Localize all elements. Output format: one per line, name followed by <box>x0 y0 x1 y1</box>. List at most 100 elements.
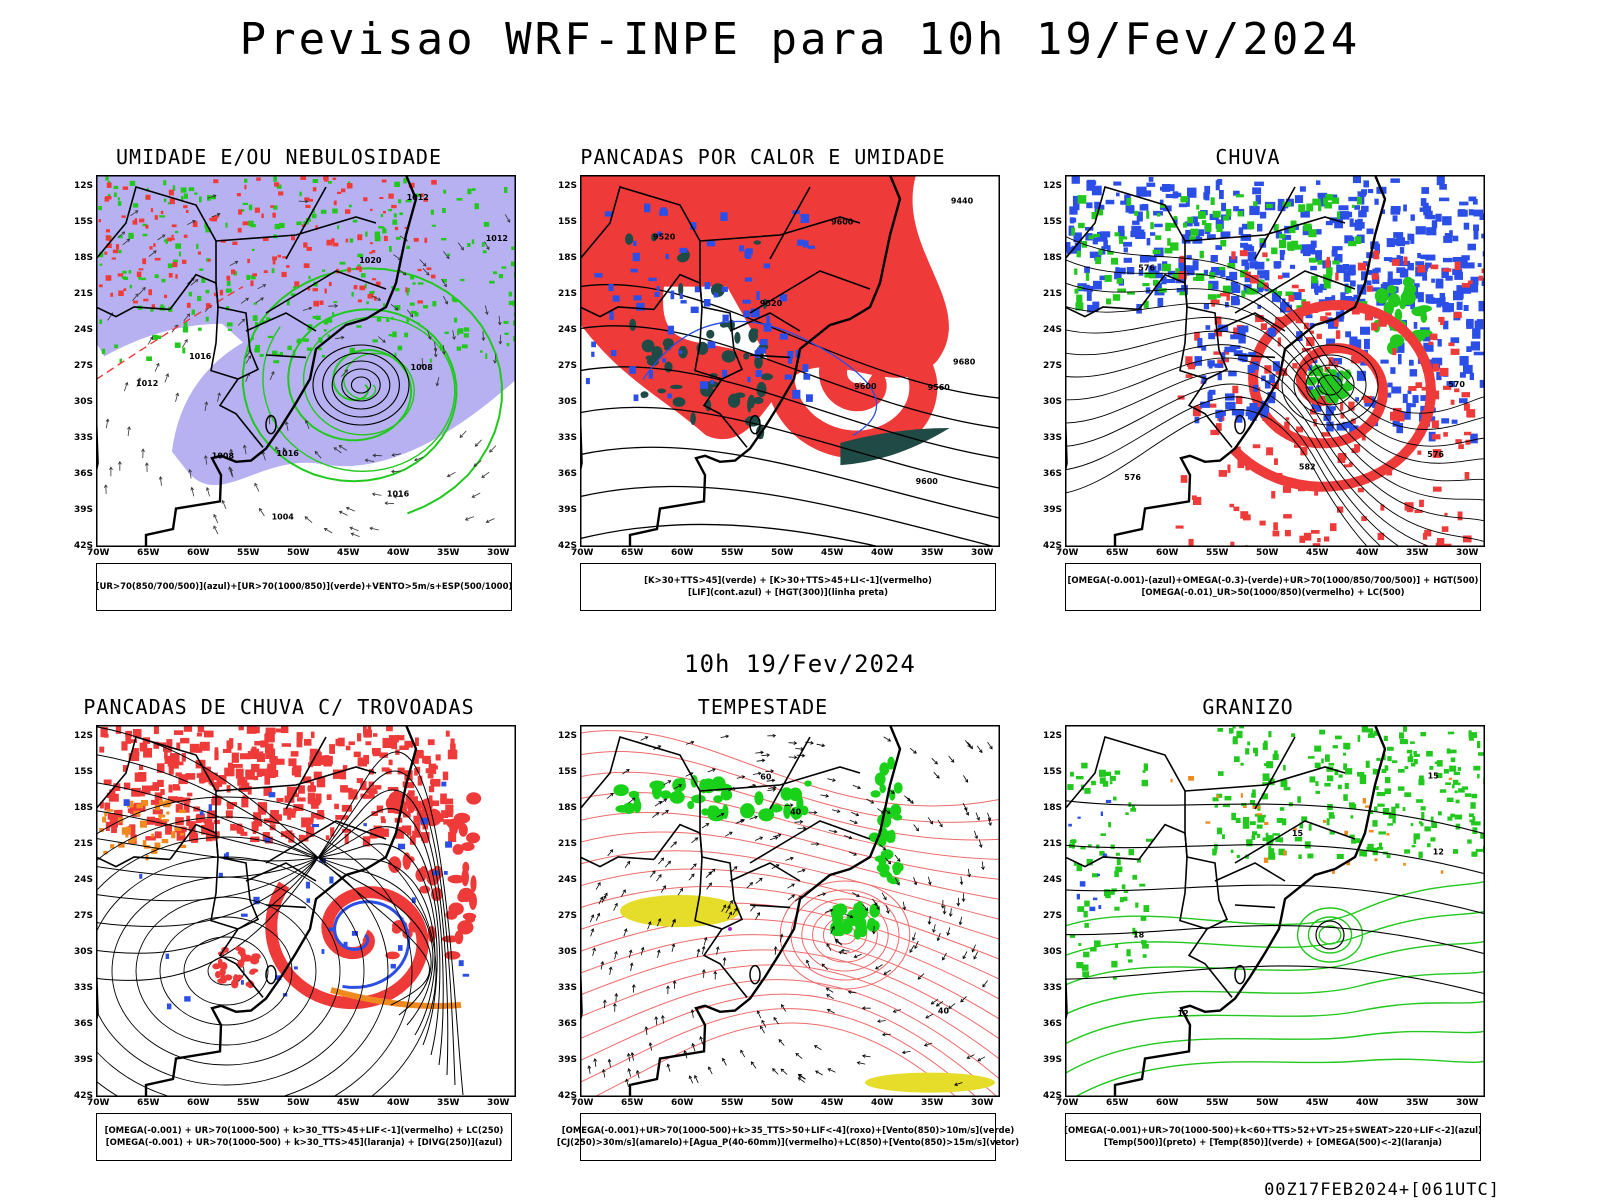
water-contour <box>822 916 868 954</box>
wind-vector <box>257 284 266 290</box>
lifted-index-contour <box>787 351 794 359</box>
rain-area <box>1464 472 1470 480</box>
rain-area <box>1448 342 1455 347</box>
map-tempestade[interactable]: 40 40 60 <box>580 725 1000 1097</box>
wind-vector <box>614 950 618 955</box>
temp850-contour <box>1078 943 1082 946</box>
lifted-index-contour <box>722 314 729 322</box>
panel-granizo: GRANIZO 12 15 12 18 15 [OMEGA(-0.001)+UR>70(… <box>1013 695 1485 1185</box>
thunderstorm-area <box>452 844 464 855</box>
thunderstorm-area <box>310 781 315 788</box>
wind-vector <box>597 882 601 886</box>
wind-vector <box>666 1063 671 1068</box>
wind-vector <box>664 860 671 868</box>
wind-vector <box>464 517 469 521</box>
panel-pancadas-calor: PANCADAS POR CALOR E UMIDADE 9680 9600 952… <box>528 145 1000 635</box>
wind-vector <box>132 293 139 302</box>
wind-vector <box>435 382 440 387</box>
lifted-index-contour <box>788 357 793 364</box>
thunderstorm-area <box>344 833 349 845</box>
panel-trovoadas: PANCADAS DE CHUVA C/ TROVOADAS [OMEGA(-0… <box>44 695 516 1185</box>
rain-area <box>1218 470 1227 477</box>
omega-area <box>1208 280 1219 290</box>
omega-area <box>1211 267 1219 272</box>
wind-vector <box>596 912 601 917</box>
omega-strong-area <box>1311 275 1318 284</box>
thunderstorm-area <box>142 785 151 795</box>
wind-vector <box>693 863 697 867</box>
humidity-contour <box>444 331 449 335</box>
wind-vector <box>186 313 191 318</box>
legend-line: [CJ(250)>30m/s](amarelo)+[Agua_P(40-60mm… <box>556 1138 1020 1148</box>
map-umidade[interactable]: 1012 1016 1020 1008 1004 1012 1016 1016 1008 1012 <box>96 175 516 547</box>
omega-area <box>1463 305 1469 311</box>
wind-vector <box>485 311 489 316</box>
thunderstorm-area <box>342 828 351 833</box>
omega-area <box>1474 320 1481 330</box>
omega-area <box>1469 372 1474 380</box>
humidity-contour <box>259 353 264 357</box>
thunderstorm-area <box>99 746 105 753</box>
wind-vector <box>912 932 916 941</box>
wind-vector <box>839 951 847 955</box>
contour-label: 1016 <box>277 449 300 458</box>
map-chuva[interactable]: 576 570 576 582 576 <box>1065 175 1485 547</box>
rain-area <box>1439 367 1449 376</box>
omega-area <box>1318 197 1327 207</box>
wind-vector <box>371 492 376 497</box>
temp850-contour <box>1343 752 1346 756</box>
thunderstorm-area <box>315 757 324 764</box>
lifted-index-contour <box>591 341 596 348</box>
thickness-contour <box>134 218 137 223</box>
omega-area <box>1324 296 1336 302</box>
omega-area <box>1332 869 1335 874</box>
thunderstorm-area <box>446 818 465 830</box>
temp850-contour <box>1111 960 1118 968</box>
thunderstorm-area <box>373 733 378 737</box>
thickness-contour <box>345 209 351 214</box>
map-trovoadas[interactable] <box>96 725 516 1097</box>
omega-area <box>1466 346 1472 352</box>
thickness-contour <box>347 267 351 273</box>
map-granizo[interactable]: 12 15 12 18 15 <box>1065 725 1485 1097</box>
rain-area <box>1343 464 1350 468</box>
omega-area <box>1097 204 1105 210</box>
wind-vector <box>372 493 382 496</box>
wind-vector <box>791 883 795 887</box>
wind-vector <box>967 742 973 749</box>
lifted-index-contour <box>784 374 793 380</box>
humidity-contour <box>119 358 122 363</box>
omega-area <box>1294 195 1304 203</box>
temp850-contour <box>1369 730 1374 736</box>
wind-vector <box>826 994 834 1000</box>
omega-area <box>1214 363 1224 368</box>
thickness-contour <box>171 224 177 228</box>
rain-area <box>1223 350 1230 355</box>
omega-strong-area <box>1180 196 1189 203</box>
omega-area <box>1317 192 1328 198</box>
wind-vector <box>630 1051 635 1056</box>
humidity-contour <box>417 322 420 325</box>
temp850-contour <box>1471 793 1478 799</box>
humidity-contour <box>113 185 119 190</box>
wind-vector <box>144 462 149 466</box>
thunderstorm-area <box>402 828 409 834</box>
pressure-isobar <box>312 344 410 426</box>
temp850-contour <box>1084 922 1089 928</box>
humidity-contour <box>471 188 476 191</box>
omega-strong-area <box>1290 240 1299 247</box>
contour-label: 1020 <box>359 256 382 265</box>
wind-vector <box>753 772 761 775</box>
lifted-index-contour <box>806 394 813 402</box>
thunderstorm-area <box>415 737 419 746</box>
thunderstorm-area <box>360 780 367 791</box>
divergence-contour <box>441 781 447 787</box>
omega-area <box>1191 216 1198 224</box>
omega-area <box>1248 352 1257 357</box>
omega-strong-area <box>1175 268 1180 278</box>
wind-vector <box>958 921 963 926</box>
temp850-contour <box>1294 836 1303 842</box>
humidity-contour <box>483 221 490 227</box>
map-pancadas-calor[interactable]: 9680 9600 9520 9520 9440 9600 9600 9560 <box>580 175 1000 547</box>
divergence-contour <box>305 881 310 889</box>
